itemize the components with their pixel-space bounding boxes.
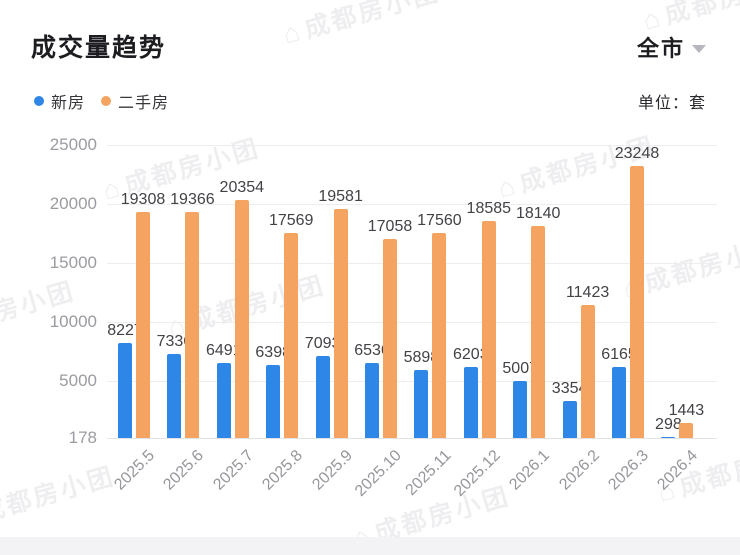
value-label-secondhand-homes-2025.7: 20354 [219, 178, 265, 196]
x-axis-label: 2026.1 [506, 447, 554, 494]
bar-new-homes-2026.2[interactable] [562, 400, 577, 438]
x-axis-label: 2025.11 [402, 447, 455, 500]
legend-item-secondhand-homes[interactable]: 二手房 [101, 89, 169, 113]
value-label-secondhand-homes-2025.5: 19308 [120, 191, 166, 209]
bar-new-homes-2025.10[interactable] [365, 362, 379, 438]
y-axis-label: 25000 [49, 135, 97, 154]
x-axis-label: 2025.9 [309, 447, 356, 494]
bar-secondhand-homes-2025.8[interactable] [284, 232, 299, 438]
page-title: 成交量趋势 [31, 34, 167, 62]
x-axis-label: 2026.3 [605, 447, 653, 494]
value-label-secondhand-homes-2025.12: 18585 [466, 199, 512, 217]
region-selector[interactable]: 全市 [637, 31, 706, 63]
bar-new-homes-2025.12[interactable] [463, 366, 478, 438]
bar-secondhand-homes-2025.10[interactable] [383, 238, 397, 438]
value-label-new-homes-2025.7: 6491 [206, 342, 242, 360]
bar-secondhand-homes-2026.2[interactable] [580, 305, 595, 438]
value-label-secondhand-homes-2025.11: 17560 [417, 211, 462, 229]
bar-secondhand-homes-2025.11[interactable] [432, 232, 447, 438]
y-axis-label: 178 [68, 428, 97, 447]
unit-label: 单位：套 [637, 95, 706, 112]
legend-label-new-homes: 新房 [51, 95, 86, 112]
value-label-new-homes-2026.4: 298 [655, 415, 682, 433]
value-label-secondhand-homes-2025.6: 19366 [170, 190, 215, 208]
y-axis-label: 5000 [59, 371, 97, 391]
value-label-new-homes-2025.12: 6203 [453, 345, 489, 363]
gridline [107, 204, 717, 206]
chevron-down-icon [692, 44, 706, 53]
bar-new-homes-2026.4[interactable] [661, 436, 676, 438]
x-axis-label: 2025.12 [450, 447, 504, 500]
bar-secondhand-homes-2025.6[interactable] [185, 211, 200, 438]
value-label-secondhand-homes-2025.9: 19581 [318, 187, 363, 205]
legend-dot-secondhand-homes-icon [101, 96, 112, 106]
bar-new-homes-2025.6[interactable] [167, 353, 182, 438]
gridline [107, 145, 717, 146]
bar-new-homes-2026.1[interactable] [513, 380, 528, 438]
x-axis-label: 2025.8 [259, 447, 307, 494]
bar-new-homes-2025.5[interactable] [118, 342, 132, 438]
y-axis-label: 20000 [49, 194, 97, 214]
x-axis-label: 2025.5 [111, 447, 159, 494]
legend-dot-new-homes-icon [34, 96, 44, 106]
value-label-new-homes-2025.9: 7093 [304, 335, 341, 353]
chart-legend: 新房 二手房 [34, 89, 169, 113]
bar-new-homes-2026.3[interactable] [612, 367, 626, 438]
region-label: 全市 [636, 36, 685, 61]
value-label-new-homes-2025.10: 6536 [354, 341, 390, 359]
x-axis-label: 2026.2 [556, 447, 603, 494]
bar-secondhand-homes-2025.9[interactable] [333, 208, 348, 438]
bar-secondhand-homes-2026.4[interactable] [679, 423, 694, 438]
bar-secondhand-homes-2025.7[interactable] [234, 199, 249, 438]
value-label-new-homes-2025.11: 5898 [403, 349, 440, 367]
bottom-divider-band [0, 537, 740, 555]
value-label-new-homes-2025.8: 6398 [255, 343, 291, 361]
bar-secondhand-homes-2026.3[interactable] [630, 165, 644, 438]
value-label-secondhand-homes-2026.4: 1443 [668, 402, 705, 420]
gridline [107, 322, 717, 324]
gridline [107, 381, 717, 383]
bar-new-homes-2025.9[interactable] [315, 356, 330, 438]
x-axis-label: 2025.10 [352, 447, 406, 500]
y-axis-label: 15000 [49, 253, 97, 273]
value-label-secondhand-homes-2026.1: 18140 [515, 204, 561, 222]
value-label-secondhand-homes-2025.8: 17569 [268, 211, 314, 229]
value-label-secondhand-homes-2026.2: 11423 [565, 284, 610, 302]
value-label-new-homes-2026.3: 6165 [601, 346, 637, 364]
value-label-new-homes-2026.1: 5007 [502, 359, 538, 377]
y-axis-label: 10000 [49, 312, 97, 332]
bar-new-homes-2025.7[interactable] [216, 363, 231, 438]
x-axis-label: 2025.6 [160, 447, 208, 494]
legend-item-new-homes[interactable]: 新房 [34, 89, 85, 113]
value-label-secondhand-homes-2025.10: 17058 [367, 217, 413, 235]
value-label-new-homes-2025.6: 7336 [156, 332, 193, 350]
bar-new-homes-2025.8[interactable] [266, 364, 281, 438]
bar-secondhand-homes-2026.1[interactable] [531, 225, 546, 438]
gridline [107, 438, 717, 439]
value-label-new-homes-2026.2: 3354 [551, 379, 588, 397]
legend-label-secondhand-homes: 二手房 [118, 95, 170, 112]
gridline [107, 263, 717, 265]
value-label-new-homes-2025.5: 8227 [107, 321, 143, 339]
bar-secondhand-homes-2025.12[interactable] [481, 220, 496, 438]
x-axis-label: 2025.7 [210, 447, 257, 494]
x-axis-label: 2026.4 [654, 447, 702, 494]
bar-new-homes-2025.11[interactable] [414, 370, 429, 438]
bar-secondhand-homes-2025.5[interactable] [136, 212, 150, 438]
value-label-secondhand-homes-2026.3: 23248 [614, 144, 660, 162]
